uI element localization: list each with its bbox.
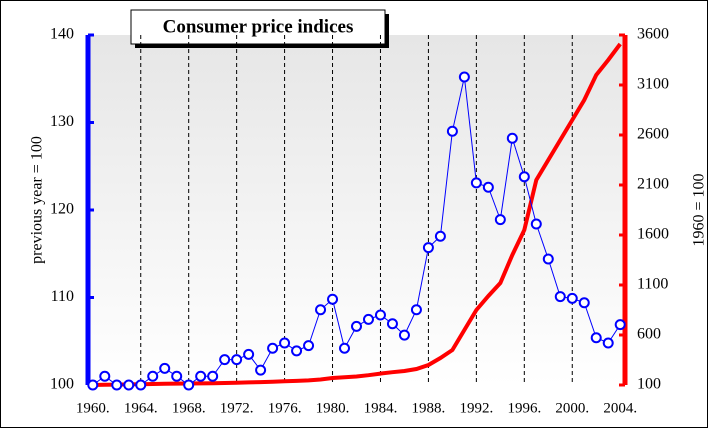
point (578, 297, 590, 309)
x-tick-label: 1992. (459, 400, 493, 416)
x-tick-label: 1972. (220, 400, 254, 416)
y-axis-title: previous year = 100 (29, 136, 46, 264)
point (374, 309, 386, 321)
point (542, 253, 554, 265)
point (434, 230, 446, 242)
point (87, 379, 99, 391)
point (279, 337, 291, 349)
y-tick-label: 140 (50, 26, 74, 43)
point (362, 313, 374, 325)
point (123, 379, 135, 391)
point (183, 379, 195, 391)
x-tick-label: 2004. (603, 400, 637, 416)
point (566, 292, 578, 304)
y-tick-label: 100 (50, 376, 74, 393)
point (267, 342, 279, 354)
point (614, 319, 626, 331)
y2-tick-label: 100 (637, 376, 661, 393)
chart-title: Consumer price indices (163, 16, 354, 37)
point (494, 214, 506, 226)
point (482, 181, 494, 193)
point (506, 132, 518, 144)
x-tick-label: 1980. (316, 400, 350, 416)
point (530, 218, 542, 230)
point (458, 71, 470, 83)
y2-tick-label: 600 (637, 326, 661, 343)
x-tick-label: 1988. (412, 400, 446, 416)
y2-tick-label: 3100 (637, 76, 669, 93)
point (255, 364, 267, 376)
point (422, 242, 434, 254)
series-line (92, 42, 622, 387)
point (446, 125, 458, 137)
point (398, 329, 410, 341)
x-tick-label: 1968. (172, 400, 206, 416)
y2-tick-label: 2600 (637, 126, 669, 143)
point (386, 318, 398, 330)
point (135, 379, 147, 391)
point (99, 370, 111, 382)
point (327, 293, 339, 305)
y-tick-label: 110 (51, 288, 74, 305)
y-tick-label: 120 (50, 201, 74, 218)
title-box (130, 9, 386, 45)
point (147, 370, 159, 382)
x-tick-label: 1960. (76, 400, 110, 416)
x-tick-label: 1976. (268, 400, 302, 416)
point (351, 320, 362, 332)
x-tick-label: 1964. (124, 400, 158, 416)
y2-tick-label: 1600 (637, 226, 669, 243)
point (518, 171, 530, 183)
point (554, 291, 566, 303)
point (470, 177, 482, 189)
point (291, 345, 303, 357)
point (339, 342, 351, 354)
point (195, 370, 207, 382)
point (303, 340, 315, 352)
x-tick-label: 1984. (364, 400, 398, 416)
point (111, 379, 123, 391)
point (231, 354, 243, 366)
y-tick-label: 130 (50, 113, 74, 130)
point (243, 348, 255, 360)
plot-area (88, 35, 625, 385)
x-tick-label: 1996. (507, 400, 541, 416)
y2-tick-label: 1100 (637, 276, 668, 293)
point (207, 370, 219, 382)
point (410, 304, 422, 316)
point (315, 304, 327, 316)
y2-tick-label: 2100 (637, 176, 669, 193)
point (590, 332, 602, 344)
point (159, 362, 171, 374)
y2-axis-title: 1960 = 100 (691, 173, 708, 246)
y2-tick-label: 3600 (637, 26, 669, 43)
point (219, 354, 231, 366)
point (602, 337, 614, 349)
x-tick-label: 2000. (555, 400, 589, 416)
point (171, 370, 183, 382)
